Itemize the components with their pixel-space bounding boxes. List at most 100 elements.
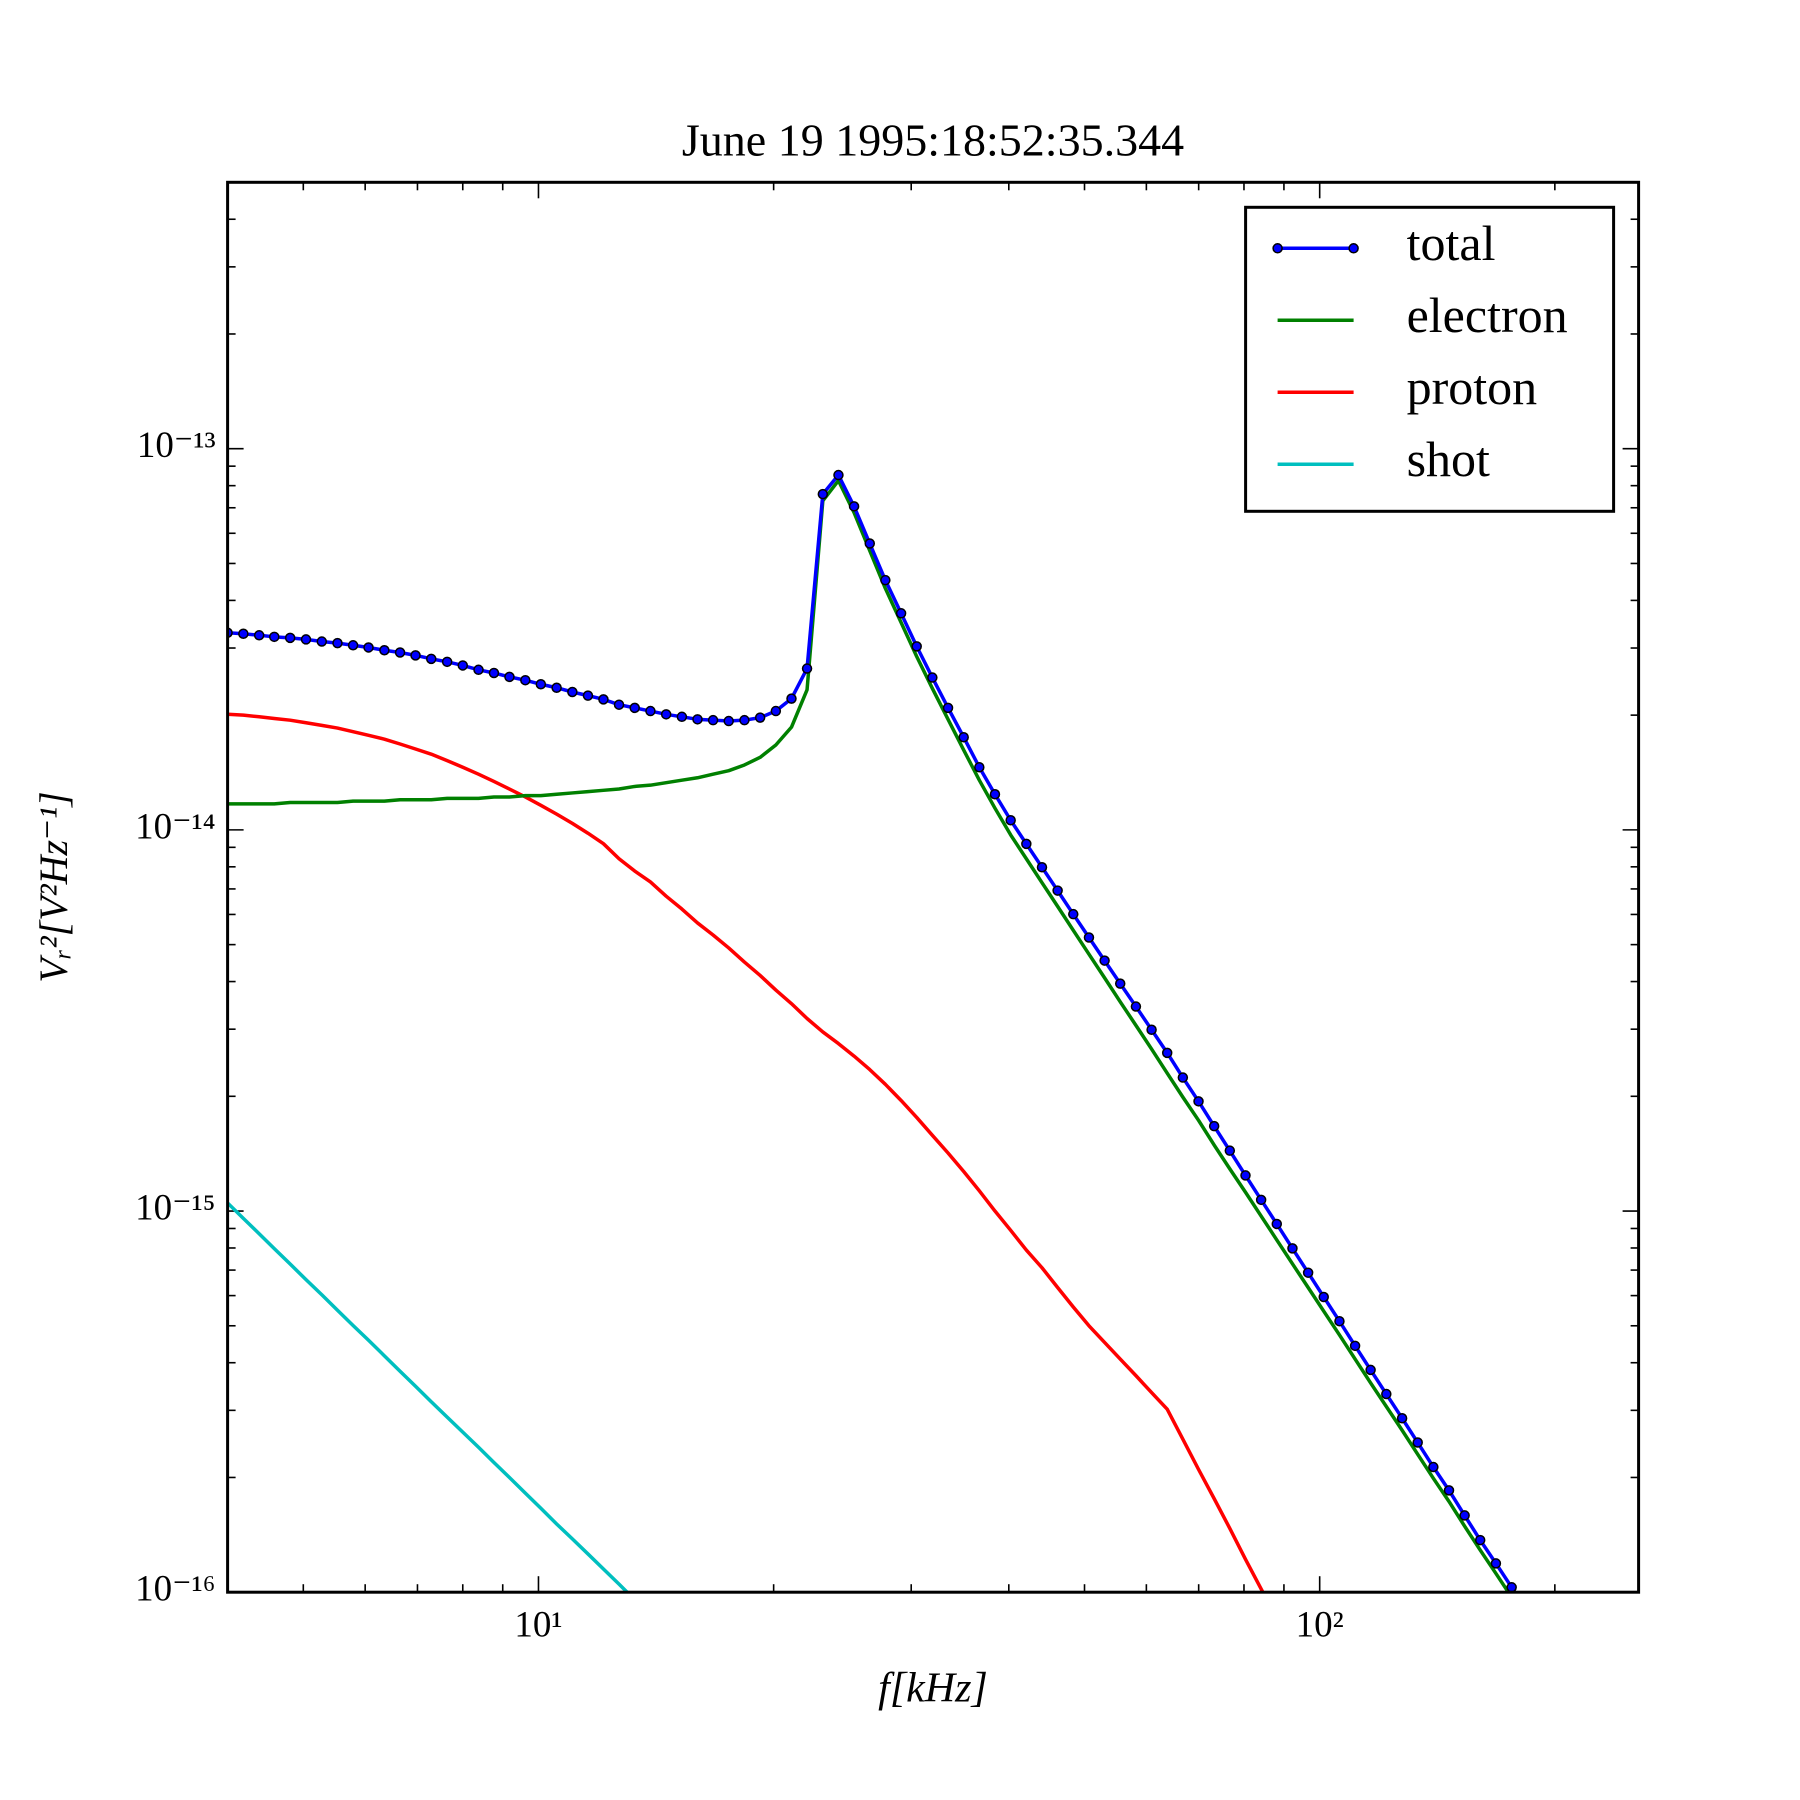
x-axis-label: f[kHz] xyxy=(878,1666,988,1712)
data-point xyxy=(1130,1001,1142,1012)
data-point xyxy=(629,702,640,714)
data-point xyxy=(300,634,312,645)
data-point xyxy=(927,672,938,683)
data-point xyxy=(1099,955,1110,966)
data-point xyxy=(1083,932,1095,943)
legend-marker xyxy=(1348,243,1359,254)
data-point xyxy=(551,682,562,693)
data-point xyxy=(1068,908,1079,920)
data-point xyxy=(567,686,578,698)
data-point xyxy=(989,789,1001,800)
data-point xyxy=(676,711,688,723)
data-point xyxy=(269,631,280,643)
x-tick-label: 10² xyxy=(1296,1605,1344,1646)
data-point xyxy=(238,628,249,640)
data-point xyxy=(1459,1510,1470,1521)
data-point xyxy=(1287,1243,1298,1254)
data-point xyxy=(1474,1534,1486,1546)
data-point xyxy=(363,642,374,653)
data-point xyxy=(1506,1582,1517,1593)
data-point xyxy=(441,656,453,668)
data-point xyxy=(394,647,406,658)
data-point xyxy=(1208,1120,1220,1132)
data-point xyxy=(911,641,922,652)
data-point xyxy=(332,637,343,649)
data-point xyxy=(1490,1558,1502,1569)
data-point xyxy=(613,699,625,710)
data-point xyxy=(660,709,672,720)
data-point xyxy=(1443,1485,1455,1496)
legend-label: proton xyxy=(1407,359,1538,415)
plot-frame xyxy=(226,180,1641,1594)
data-point xyxy=(1412,1437,1423,1448)
data-point xyxy=(1224,1145,1236,1156)
data-point xyxy=(723,715,734,727)
plot-area xyxy=(227,469,1517,1593)
data-point xyxy=(942,702,954,714)
data-point xyxy=(1240,1170,1251,1181)
data-point xyxy=(425,653,437,665)
data-point xyxy=(504,671,515,683)
x-tick-label: 10¹ xyxy=(514,1605,562,1646)
legend-marker xyxy=(1272,243,1283,254)
series-line xyxy=(227,1201,630,1593)
series-line xyxy=(227,712,1265,1593)
data-point xyxy=(535,679,547,690)
data-point xyxy=(1302,1267,1314,1278)
y-axis-label: Vᵣ²[V²Hz⁻¹] xyxy=(31,791,76,982)
data-point xyxy=(1396,1413,1408,1424)
data-point xyxy=(786,693,797,704)
data-point xyxy=(958,731,969,743)
data-point xyxy=(253,630,265,641)
data-point xyxy=(1161,1047,1173,1059)
legend-box xyxy=(1244,205,1616,513)
data-point xyxy=(1365,1364,1376,1376)
y-tick-label: 10⁻¹⁵ xyxy=(135,1188,216,1229)
data-point xyxy=(895,608,907,619)
data-point xyxy=(692,714,703,725)
data-point xyxy=(1052,885,1063,896)
data-point xyxy=(457,660,469,671)
data-point xyxy=(1005,814,1016,826)
legend-label: electron xyxy=(1407,287,1568,343)
data-point xyxy=(1177,1072,1189,1083)
y-tick-label: 10⁻¹⁶ xyxy=(135,1569,216,1610)
data-point xyxy=(645,705,656,717)
data-point xyxy=(473,664,484,676)
data-point xyxy=(1146,1024,1157,1035)
data-point xyxy=(801,663,813,674)
data-point xyxy=(347,640,359,651)
data-point xyxy=(410,650,421,661)
data-point xyxy=(598,694,609,705)
data-point xyxy=(754,712,766,723)
data-point xyxy=(817,488,829,500)
chart-title: June 19 1995:18:52:35.344 xyxy=(682,115,1184,166)
data-point xyxy=(379,644,390,656)
data-point xyxy=(1381,1388,1392,1400)
data-point xyxy=(1271,1218,1283,1230)
legend-label: shot xyxy=(1407,431,1490,487)
data-point xyxy=(880,574,891,586)
series-line xyxy=(227,478,1511,1593)
data-point xyxy=(864,538,876,549)
data-point xyxy=(316,636,328,647)
data-point xyxy=(1255,1194,1267,1206)
data-point xyxy=(1318,1291,1329,1303)
data-point xyxy=(488,667,500,679)
data-point xyxy=(1349,1340,1361,1352)
y-tick-label: 10⁻¹⁴ xyxy=(135,806,216,847)
legend-label: total xyxy=(1407,215,1496,271)
data-point xyxy=(1334,1315,1345,1327)
data-point xyxy=(707,714,719,726)
data-point xyxy=(582,690,594,701)
data-point xyxy=(1036,861,1048,873)
data-point xyxy=(1021,838,1032,850)
data-point xyxy=(1114,978,1126,989)
data-point xyxy=(833,469,844,481)
data-point xyxy=(739,714,750,726)
y-tick-label: 10⁻¹³ xyxy=(137,425,216,466)
data-point xyxy=(770,705,782,717)
data-point xyxy=(974,761,985,773)
data-point xyxy=(1193,1096,1204,1107)
